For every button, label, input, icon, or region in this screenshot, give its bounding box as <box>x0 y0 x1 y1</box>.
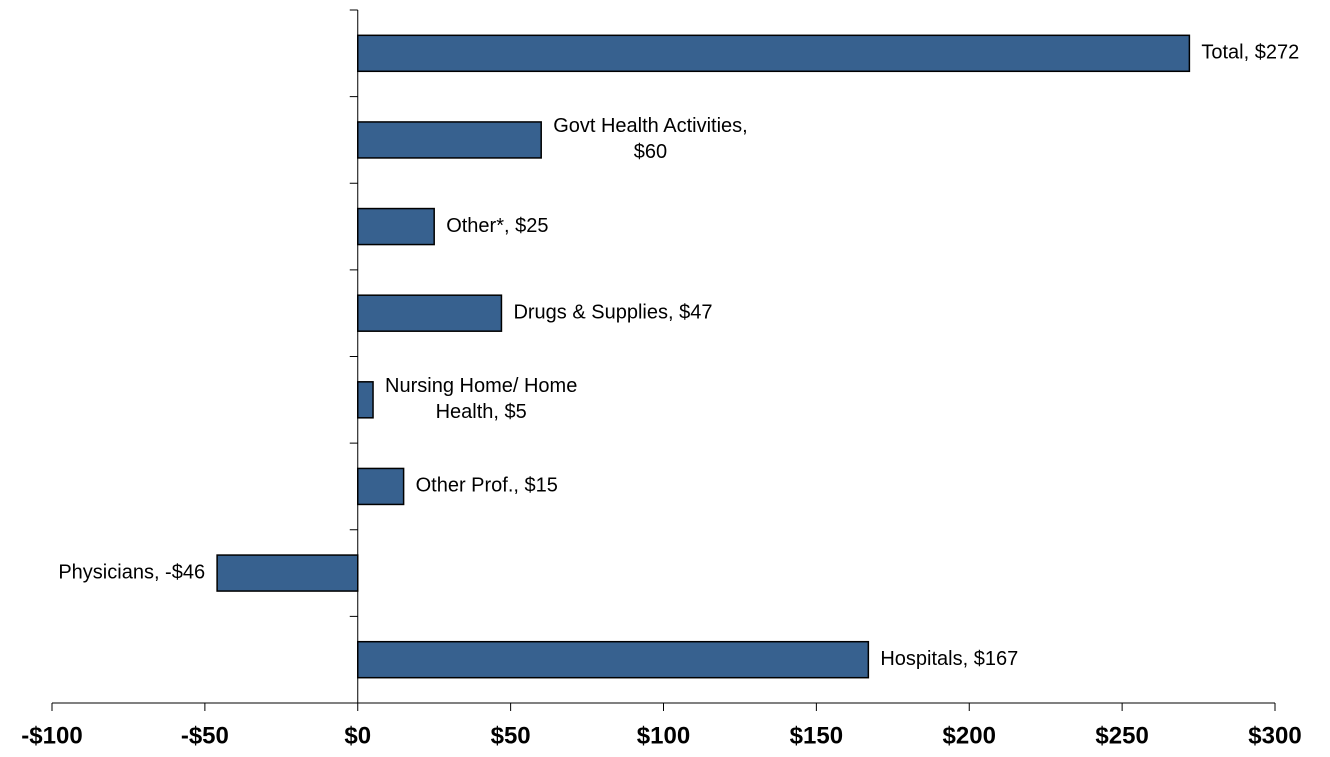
bar <box>357 294 503 332</box>
data-label: Health, $5 <box>436 401 527 423</box>
data-label: Other Prof., $15 <box>416 475 558 497</box>
data-label: Govt Health Activities, <box>553 115 748 137</box>
x-tick-label: $250 <box>1095 722 1148 749</box>
data-label: Drugs & Supplies, $47 <box>513 301 712 323</box>
data-label: Other*, $25 <box>446 215 548 237</box>
bar <box>357 34 1191 73</box>
x-tick-label: $50 <box>491 722 531 749</box>
x-tick-label: -$50 <box>181 722 229 749</box>
bar <box>357 467 405 506</box>
x-tick-label: $300 <box>1248 722 1301 749</box>
data-label: $60 <box>634 141 667 163</box>
x-tick-label: $200 <box>943 722 996 749</box>
bar <box>357 381 374 419</box>
x-tick-label: -$100 <box>21 722 82 749</box>
data-label: Total, $272 <box>1201 42 1299 64</box>
x-tick-label: $0 <box>344 722 371 749</box>
x-tick-label: $150 <box>790 722 843 749</box>
bar <box>357 121 542 159</box>
data-label: Hospitals, $167 <box>880 648 1018 670</box>
data-label: Nursing Home/ Home <box>385 375 577 397</box>
x-tick-label: $100 <box>637 722 690 749</box>
data-label: Physicians, -$46 <box>58 561 205 583</box>
bar <box>216 554 359 592</box>
bar <box>357 207 435 246</box>
bar <box>357 640 870 679</box>
